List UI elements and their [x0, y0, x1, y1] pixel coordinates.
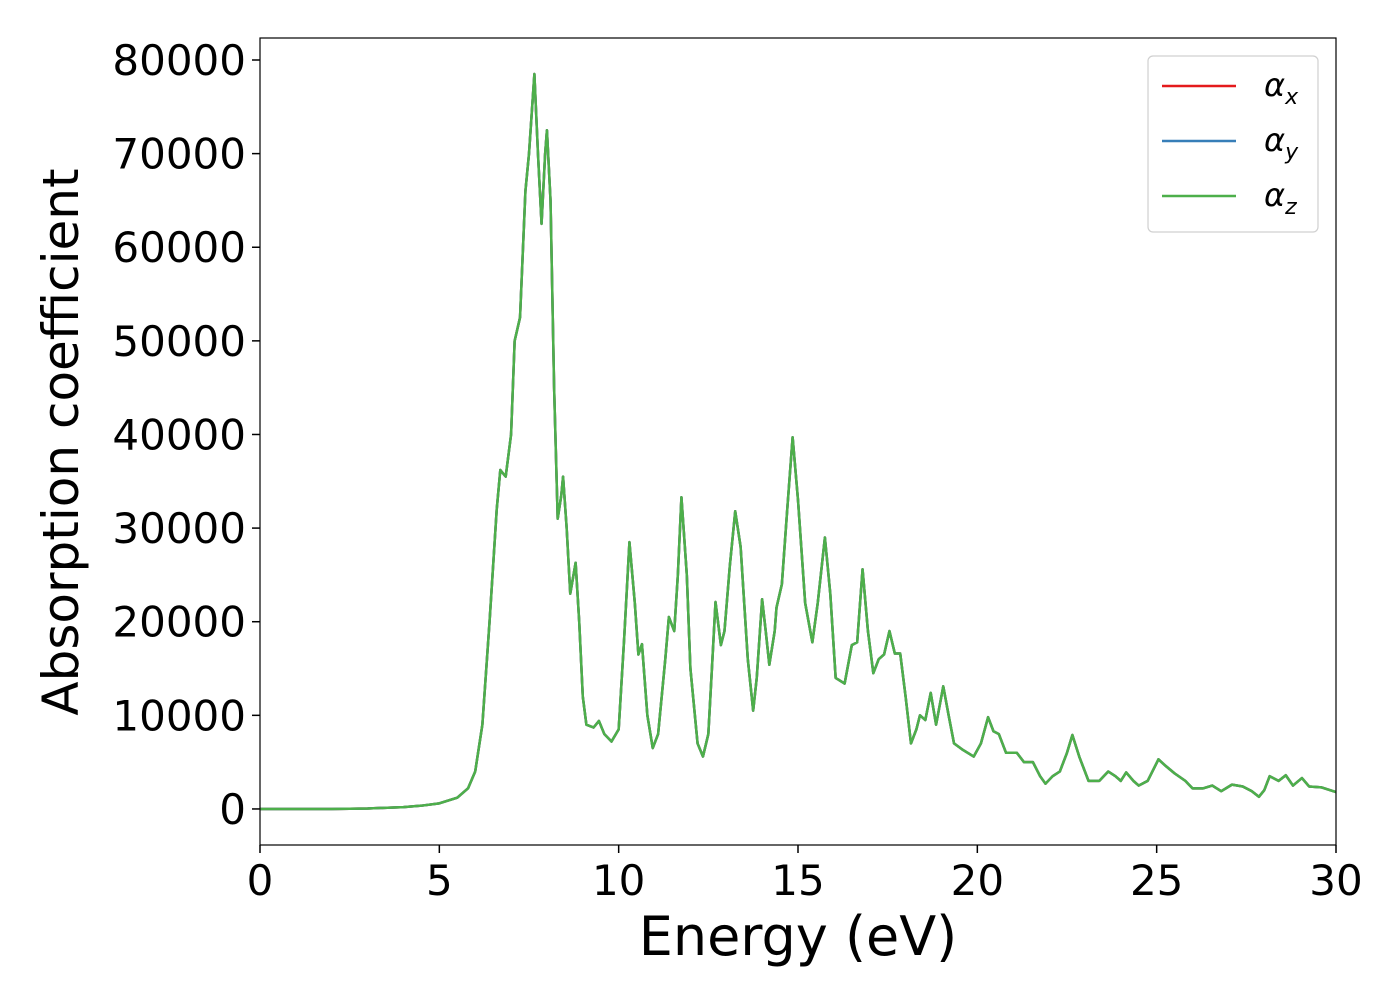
legend-box [1147, 55, 1319, 233]
x-tick-label: 5 [426, 856, 453, 905]
y-tick-label: 0 [219, 785, 246, 834]
y-tick-label: 80000 [112, 36, 246, 85]
y-tick-label: 20000 [112, 598, 246, 647]
x-axis-label: Energy (eV) [639, 905, 958, 968]
y-tick-label: 40000 [112, 410, 246, 459]
y-tick-label: 10000 [112, 691, 246, 740]
x-tick-label: 10 [592, 856, 645, 905]
x-tick-label: 15 [771, 856, 824, 905]
legend-label: αz [1264, 176, 1297, 220]
x-tick-label: 25 [1130, 856, 1183, 905]
y-tick-label: 60000 [112, 223, 246, 272]
y-tick-label: 30000 [112, 504, 246, 553]
x-tick-label: 0 [247, 856, 274, 905]
legend-label: αx [1264, 66, 1299, 110]
y-axis-label: Absorption coefficient [32, 168, 90, 715]
legend-label: αy [1264, 121, 1299, 165]
plot-frame [259, 37, 1337, 846]
x-tick-label: 20 [951, 856, 1004, 905]
data-line [260, 72, 1337, 811]
y-tick-label: 50000 [112, 317, 246, 366]
x-tick-label: 30 [1309, 856, 1362, 905]
y-tick-label: 70000 [112, 130, 246, 179]
